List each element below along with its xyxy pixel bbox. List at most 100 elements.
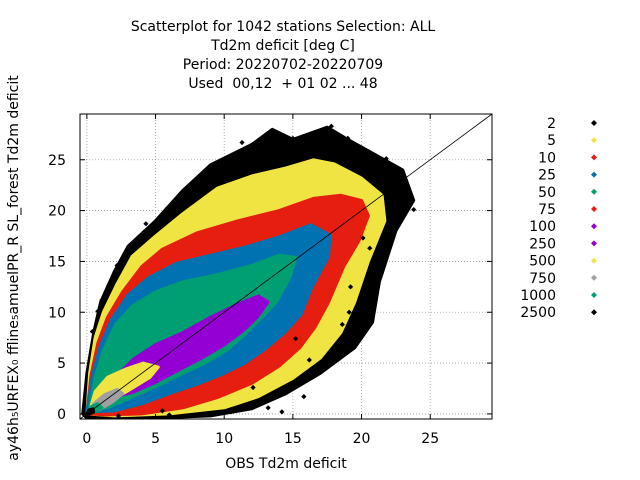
x-tick-label: 20 xyxy=(353,431,371,447)
y-axis-ticks: 0 5 10 15 20 25 xyxy=(48,153,492,423)
outlier-point xyxy=(196,193,203,199)
plot-frame xyxy=(79,113,493,420)
outlier-point xyxy=(375,271,381,277)
x-tick-label: 10 xyxy=(215,431,233,447)
outlier-point xyxy=(159,408,165,414)
x-tick-label: 0 xyxy=(82,431,91,447)
outlier-point xyxy=(328,123,334,129)
outlier-point xyxy=(345,335,351,341)
legend-marker-250 xyxy=(591,240,597,247)
legend-label-750: 750 xyxy=(529,271,556,287)
legend-marker-750 xyxy=(591,274,597,281)
legend-marker-50 xyxy=(591,188,597,195)
outlier-point xyxy=(365,164,371,170)
legend-marker-100 xyxy=(591,223,597,230)
legend-label-75: 75 xyxy=(538,202,556,218)
outlier-point xyxy=(89,328,95,335)
outlier-point xyxy=(166,204,172,211)
density-bands xyxy=(81,125,416,420)
legend-label-5: 5 xyxy=(547,133,556,149)
legend-marker-5 xyxy=(591,137,597,144)
outlier-point xyxy=(335,348,341,354)
y-tick-label: 25 xyxy=(48,153,66,169)
chart-title-line-2: Td2m deficit [deg C] xyxy=(211,38,355,54)
outlier-point xyxy=(293,336,299,342)
outlier-point xyxy=(301,394,307,400)
legend-marker-2 xyxy=(591,120,597,126)
outlier-point xyxy=(239,139,245,146)
outlier-point xyxy=(360,235,366,241)
legend-label-500: 500 xyxy=(529,254,556,270)
outlier-point xyxy=(95,308,101,314)
legend-label-10: 10 xyxy=(538,150,556,166)
outlier-point xyxy=(345,135,351,141)
chart-title-line-3: Period: 20220702-20220709 xyxy=(182,57,384,73)
outlier-point xyxy=(279,409,285,415)
outlier-point xyxy=(257,140,263,147)
x-tick-label: 5 xyxy=(151,431,160,447)
one-to-one-line xyxy=(79,113,493,420)
y-tick-label: 5 xyxy=(57,356,66,372)
outlier-point xyxy=(339,321,345,328)
x-axis-label: OBS Td2m deficit xyxy=(225,456,347,472)
y-tick-label: 10 xyxy=(48,305,66,321)
x-tick-label: 15 xyxy=(284,431,302,447)
outlier-point xyxy=(394,185,400,191)
legend-marker-2500 xyxy=(591,309,597,316)
legend-label-25: 25 xyxy=(538,168,556,184)
outlier-point xyxy=(368,302,374,308)
legend-marker-500 xyxy=(591,257,597,264)
outlier-point xyxy=(347,284,354,290)
outlier-point xyxy=(375,163,381,169)
outlier-point xyxy=(360,171,366,177)
outlier-point xyxy=(352,153,358,159)
y-tick-label: 0 xyxy=(57,407,66,423)
legend-marker-25 xyxy=(591,171,597,178)
outlier-point xyxy=(130,242,137,248)
outlier-point xyxy=(400,190,406,196)
legend-marker-75 xyxy=(591,206,597,212)
outlier-point xyxy=(228,409,234,415)
legend-label-250: 250 xyxy=(529,236,556,252)
outlier-point xyxy=(290,135,296,141)
outlier-point xyxy=(383,156,389,162)
x-tick-label: 25 xyxy=(421,431,439,447)
outlier-point xyxy=(115,413,122,419)
chart-title-line-1: Scatterplot for 1042 stations Selection:… xyxy=(130,19,436,35)
y-tick-label: 15 xyxy=(48,254,66,270)
legend-label-1000: 1000 xyxy=(520,288,556,304)
outlier-point xyxy=(250,384,256,391)
outlier-point xyxy=(207,411,214,417)
y-axis-label: ay46h₅URFEX₀ ffline₅amuelPR_R SL_forest … xyxy=(6,75,22,461)
outlier-point xyxy=(265,405,271,411)
legend-marker-1000 xyxy=(591,292,597,298)
outlier-point xyxy=(317,368,323,374)
x-axis-ticks: 0 5 10 15 20 25 xyxy=(82,114,439,447)
outlier-point xyxy=(276,145,282,152)
outlier-point xyxy=(143,221,149,227)
outlier-point xyxy=(411,206,417,213)
outlier-point xyxy=(187,186,193,192)
outlier-point xyxy=(367,245,373,251)
outlier-point xyxy=(166,412,172,418)
outlier-point xyxy=(99,297,105,303)
outlier-point xyxy=(323,141,329,148)
outlier-point xyxy=(387,220,393,226)
y-tick-label: 20 xyxy=(48,204,66,220)
outlier-point xyxy=(269,128,275,134)
legend-label-2: 2 xyxy=(547,116,556,132)
chart-title-line-4: Used 00,12 + 01 02 ... 48 xyxy=(188,76,378,92)
legend-marker-10 xyxy=(591,154,597,161)
legend-label-50: 50 xyxy=(538,185,556,201)
legend-label-100: 100 xyxy=(529,219,556,235)
outlier-point xyxy=(306,357,312,363)
outlier-point xyxy=(312,134,318,140)
outlier-point xyxy=(346,309,352,315)
outlier-points xyxy=(89,123,417,419)
outlier-point xyxy=(211,165,218,171)
legend-label-2500: 2500 xyxy=(520,305,556,321)
outlier-point xyxy=(376,169,382,175)
outlier-point xyxy=(114,262,120,269)
